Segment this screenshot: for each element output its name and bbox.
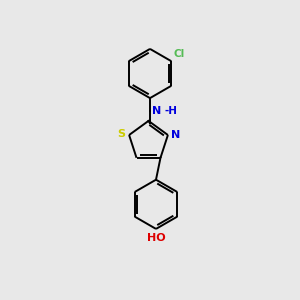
Text: S: S (118, 129, 125, 139)
Text: N: N (171, 130, 180, 140)
Text: -H: -H (164, 106, 177, 116)
Text: N: N (152, 106, 162, 116)
Text: Cl: Cl (174, 49, 185, 59)
Text: HO: HO (147, 233, 165, 243)
